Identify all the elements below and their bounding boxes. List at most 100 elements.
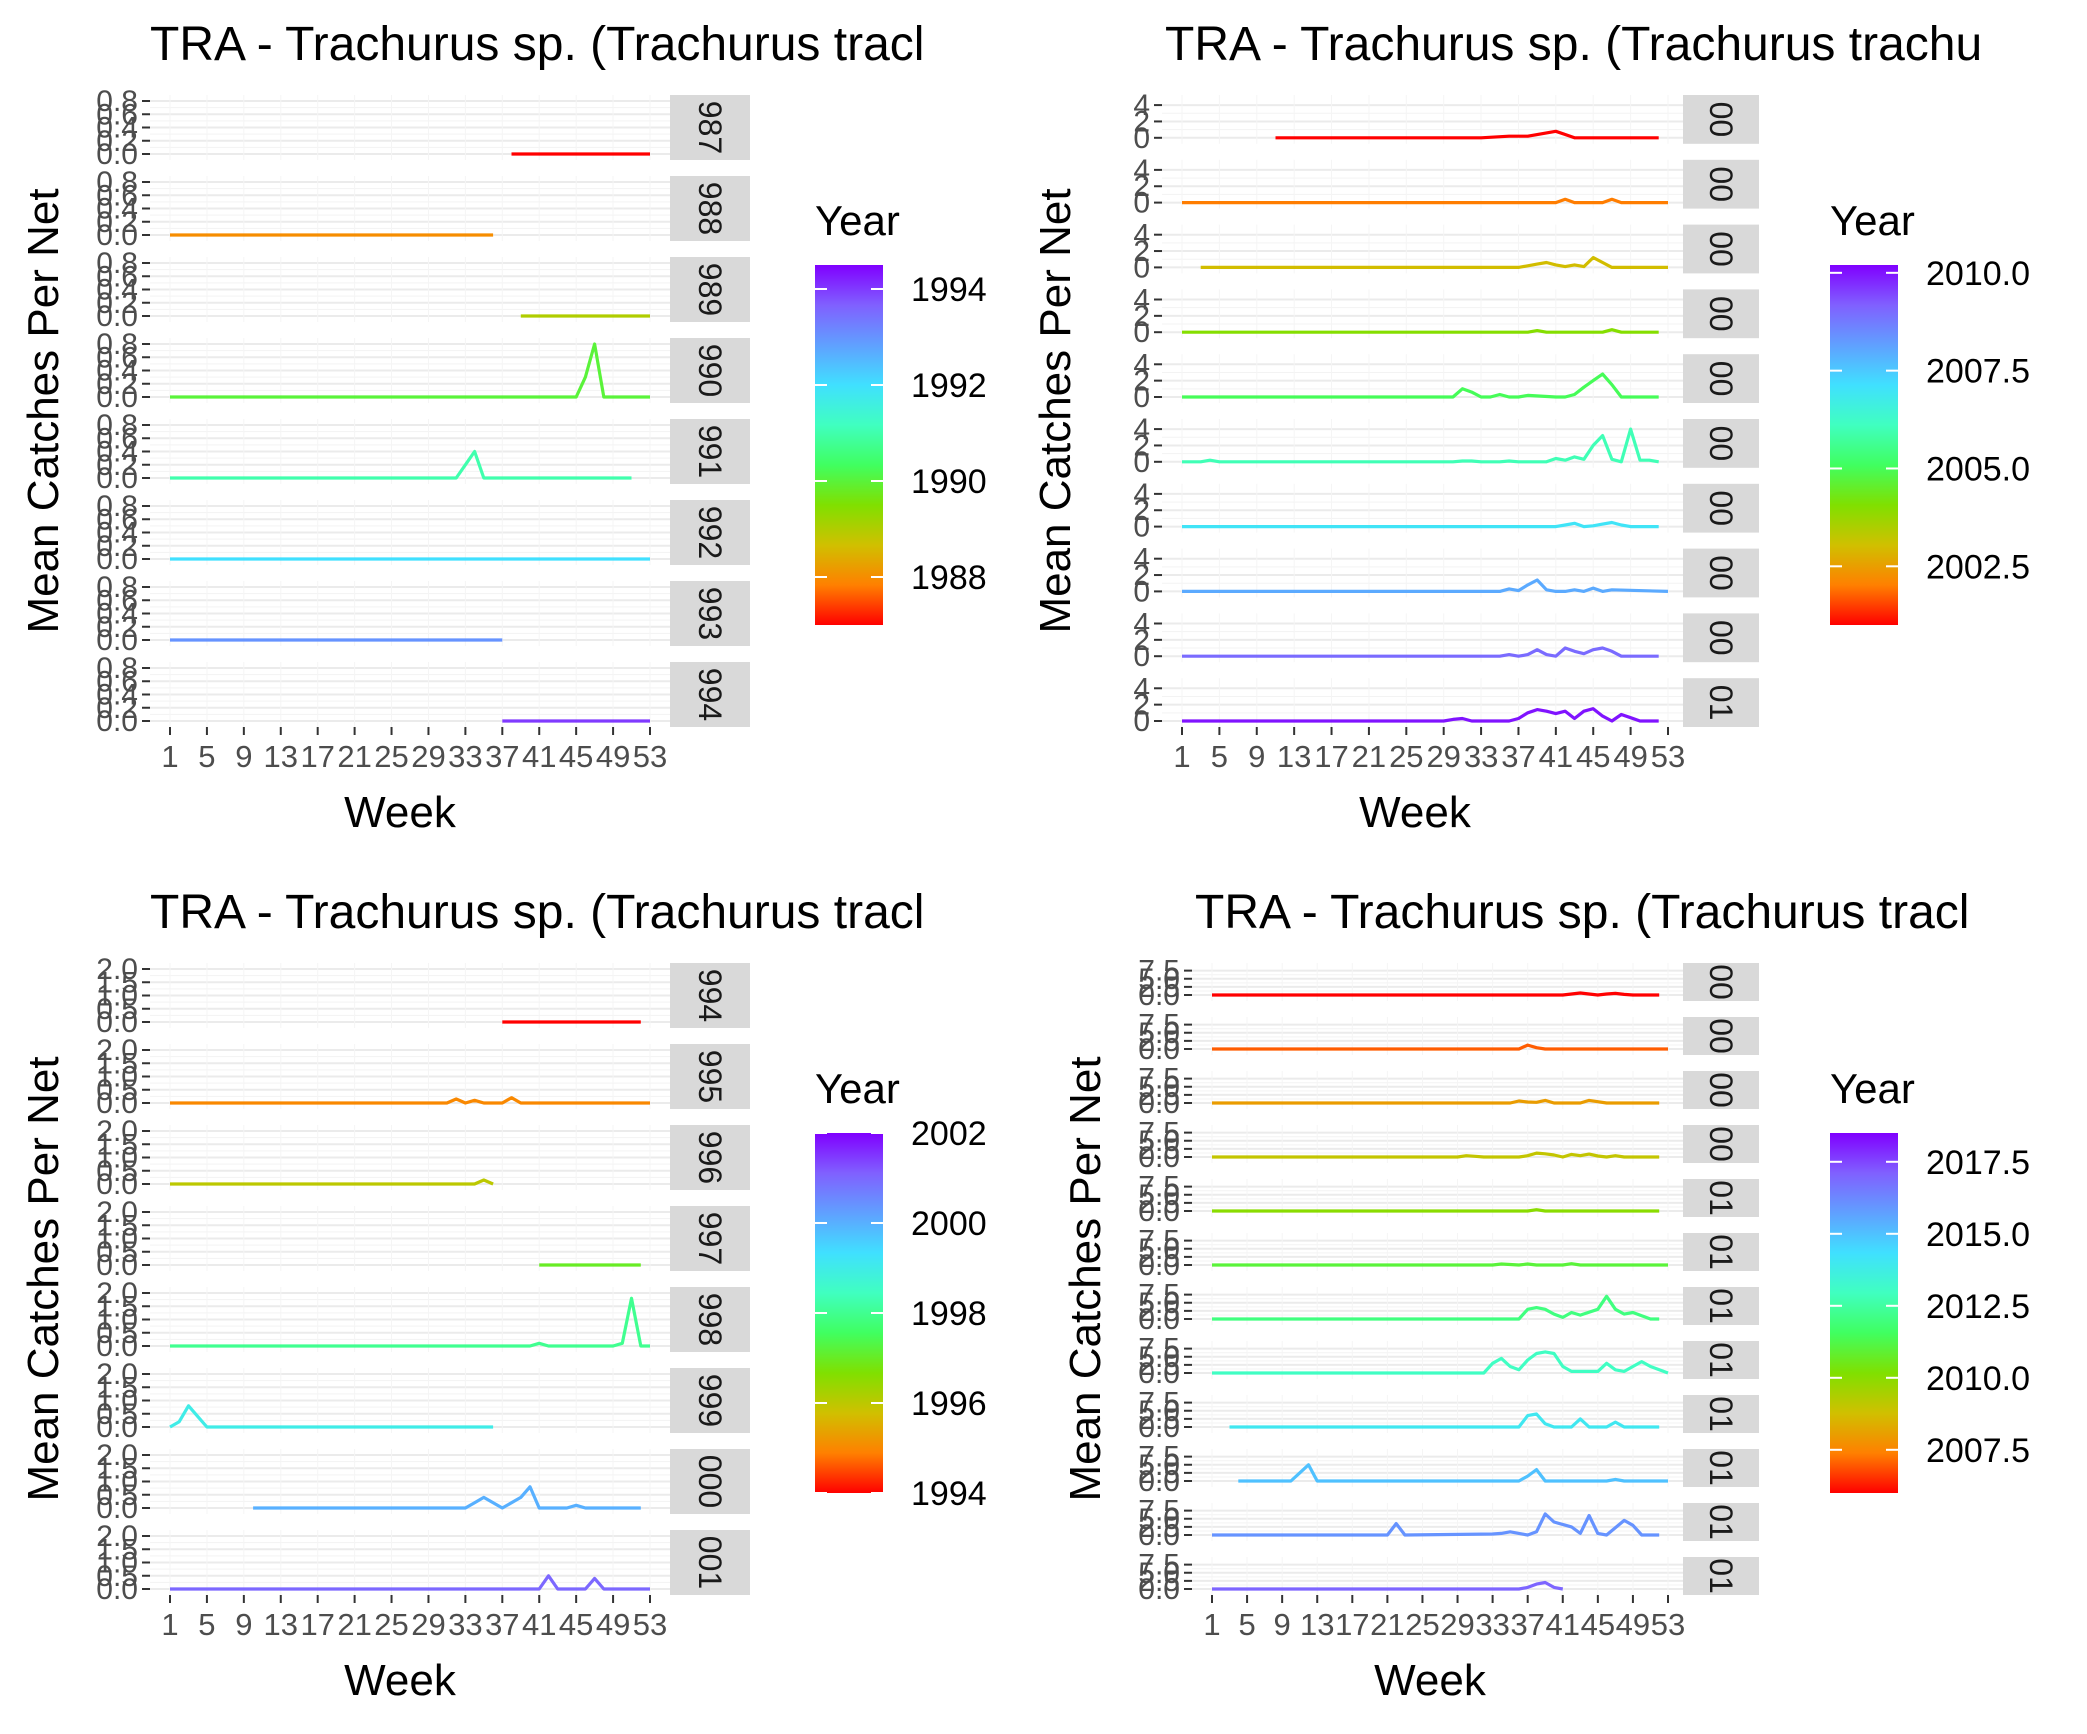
strip-background [1683,224,1759,274]
x-tick-label: 29 [1426,739,1460,774]
facet-2006: 024 00 [1133,413,1759,479]
y-tick-label: 4 [1133,348,1150,381]
y-tick-label: 0.4 [96,274,138,307]
facet-strip: 001 [670,1530,750,1595]
facet-strip: 992 [670,500,750,565]
strip-label: 01 [1703,1180,1739,1216]
facet-strip: 01 [1683,1179,1759,1217]
x-tick-label: 53 [633,1607,667,1642]
y-tick-label: 0.8 [96,409,138,442]
strip-background [670,1287,750,1352]
y-tick-label: 0.5 [96,993,138,1026]
legend-label: 2012.5 [1926,1288,2030,1326]
strip-label: 000 [692,1455,728,1508]
y-tick-label: 2.5 [1138,1457,1180,1490]
strip-background [1683,613,1759,663]
chart-title: TRA - Trachurus sp. (Trachurus tracl [1195,886,1969,939]
y-tick-label: 0.0 [1138,979,1180,1012]
strip-label: 994 [692,668,728,721]
y-tick-label: 0 [1133,511,1150,544]
x-tick-label: 37 [485,1607,519,1642]
x-tick-label: 49 [596,1607,630,1642]
facet-1995: 0.00.51.01.52.0 995 [96,1034,750,1120]
y-tick-label: 0.6 [96,260,138,293]
x-tick-label: 1 [161,1607,178,1642]
strip-label: 989 [692,263,728,316]
series-line-1998 [170,1296,650,1348]
facet-2007: 024 00 [1133,478,1759,544]
y-tick-label: 0 [1133,122,1150,155]
legend-label: 1988 [911,559,987,597]
strip-label: 997 [692,1212,728,1265]
strip-label: 00 [1703,102,1739,138]
y-tick-label: 5.0 [1138,1557,1180,1590]
y-tick-label: 0.0 [96,1168,138,1201]
x-tick-label: 13 [264,1607,298,1642]
y-tick-label: 7.5 [1138,1279,1180,1312]
facet-strip: 01 [1683,1341,1759,1379]
y-tick-label: 2.5 [1138,1133,1180,1166]
x-tick-label: 25 [374,739,408,774]
x-tick-label: 53 [633,739,667,774]
y-tick-label: 0.2 [96,611,138,644]
facet-strip: 01 [1683,1449,1759,1487]
y-tick-label: 2.5 [1138,1241,1180,1274]
legend-label: 2002 [911,1115,987,1153]
strip-background [670,176,750,241]
series-line-1995 [170,1096,650,1105]
facet-2010: 0.02.55.07.5 01 [1138,1171,1759,1228]
facet-2009: 0.02.55.07.5 00 [1138,1117,1759,1174]
x-tick-label: 9 [235,1607,252,1642]
facet-strip: 00 [1683,419,1759,468]
chart-title: TRA - Trachurus sp. (Trachurus tracl [150,886,924,939]
y-tick-label: 0.0 [96,1087,138,1120]
strip-label: 00 [1703,555,1739,591]
strip-background [1683,95,1759,144]
x-tick-label: 17 [300,739,334,774]
y-tick-label: 1.0 [96,1142,138,1175]
y-tick-label: 2 [1133,235,1150,268]
series-line-2002 [1182,197,1668,205]
y-tick-label: 0.2 [96,125,138,158]
facet-strip: 998 [670,1287,750,1352]
x-tick-label: 33 [448,739,482,774]
y-tick-label: 2.5 [1138,1295,1180,1328]
y-tick-label: 4 [1133,543,1150,576]
facet-2001: 0.00.51.01.52.0 001 [96,1520,750,1606]
y-tick-label: 2.5 [1138,1403,1180,1436]
facet-strip: 01 [1683,1287,1759,1325]
y-tick-label: 0.4 [96,517,138,550]
facet-1994: 0.00.20.40.60.8 994 [96,652,750,738]
x-tick-label: 1 [1173,739,1190,774]
y-tick-label: 0.0 [96,705,138,738]
x-tick-label: 45 [1581,1607,1615,1642]
facet-2013: 0.02.55.07.5 01 [1138,1333,1759,1390]
x-tick-label: 17 [300,1607,334,1642]
series-line-2008 [1182,578,1669,594]
strip-background [1683,1503,1759,1541]
facet-strip: 00 [1683,95,1759,144]
y-tick-label: 1.5 [96,1209,138,1242]
strip-label: 998 [692,1293,728,1346]
series-line-2000 [253,1485,641,1510]
strip-background [1683,354,1759,403]
y-tick-label: 0 [1133,381,1150,414]
y-tick-label: 1.0 [96,980,138,1013]
chart-panel-1: TRA - Trachurus sp. (Trachurus tracl Mean… [19,18,987,837]
strip-label: 995 [692,1050,728,1103]
y-tick-label: 0 [1133,575,1150,608]
y-tick-label: 1.5 [96,966,138,999]
x-tick-label: 45 [559,1607,593,1642]
facet-2002: 024 00 [1133,154,1759,220]
strip-background [1683,1341,1759,1379]
y-tick-label: 5.0 [1138,1017,1180,1050]
legend-label: 2007.5 [1926,353,2030,391]
chart-title: TRA - Trachurus sp. (Trachurus tracl [150,18,924,71]
facet-strip: 01 [1683,1557,1759,1595]
facet-strip: 000 [670,1449,750,1514]
legend-label: 1994 [911,271,987,309]
facet-strip: 00 [1683,354,1759,403]
strip-label: 01 [1703,1396,1739,1432]
strip-label: 00 [1703,1126,1739,1162]
facet-strip: 00 [1683,289,1759,339]
